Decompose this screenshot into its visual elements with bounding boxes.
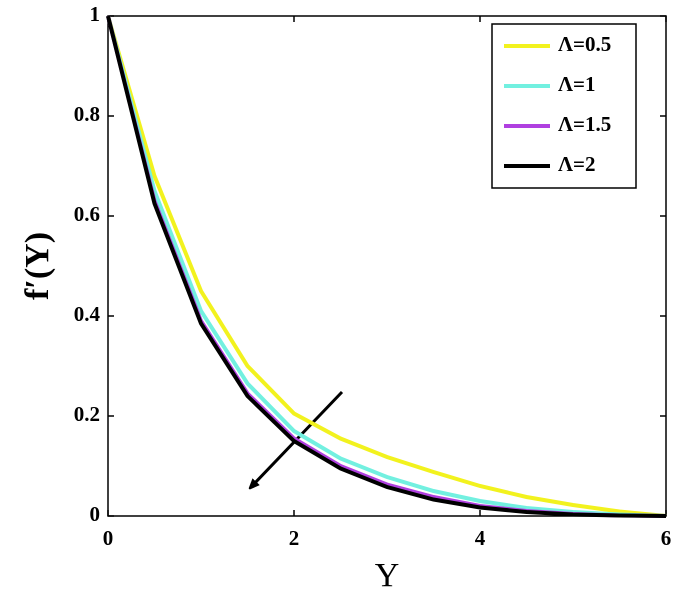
series-line [106, 15, 667, 518]
legend-label: Λ=2 [558, 152, 596, 176]
x-tick-label: 2 [289, 526, 300, 550]
y-tick-label: 0.6 [74, 202, 100, 226]
y-tick-label: 0.2 [74, 402, 100, 426]
plot-frame [107, 15, 667, 517]
x-tick-label: 6 [661, 526, 672, 550]
x-tick-label: 0 [103, 526, 114, 550]
legend-box [491, 23, 637, 189]
y-tick-label: 0 [90, 502, 101, 526]
x-axis-label: Υ [375, 557, 400, 594]
y-tick-label: 0.8 [74, 102, 100, 126]
y-axis-label: f′(Υ) [19, 232, 56, 300]
x-tick-label: 4 [475, 526, 486, 550]
legend-label: Λ=0.5 [558, 32, 611, 56]
y-tick-label: 0.4 [74, 302, 101, 326]
y-tick-label: 1 [90, 2, 101, 26]
legend-label: Λ=1.5 [558, 112, 611, 136]
series-line [106, 15, 667, 518]
legend-label: Λ=1 [558, 72, 596, 96]
